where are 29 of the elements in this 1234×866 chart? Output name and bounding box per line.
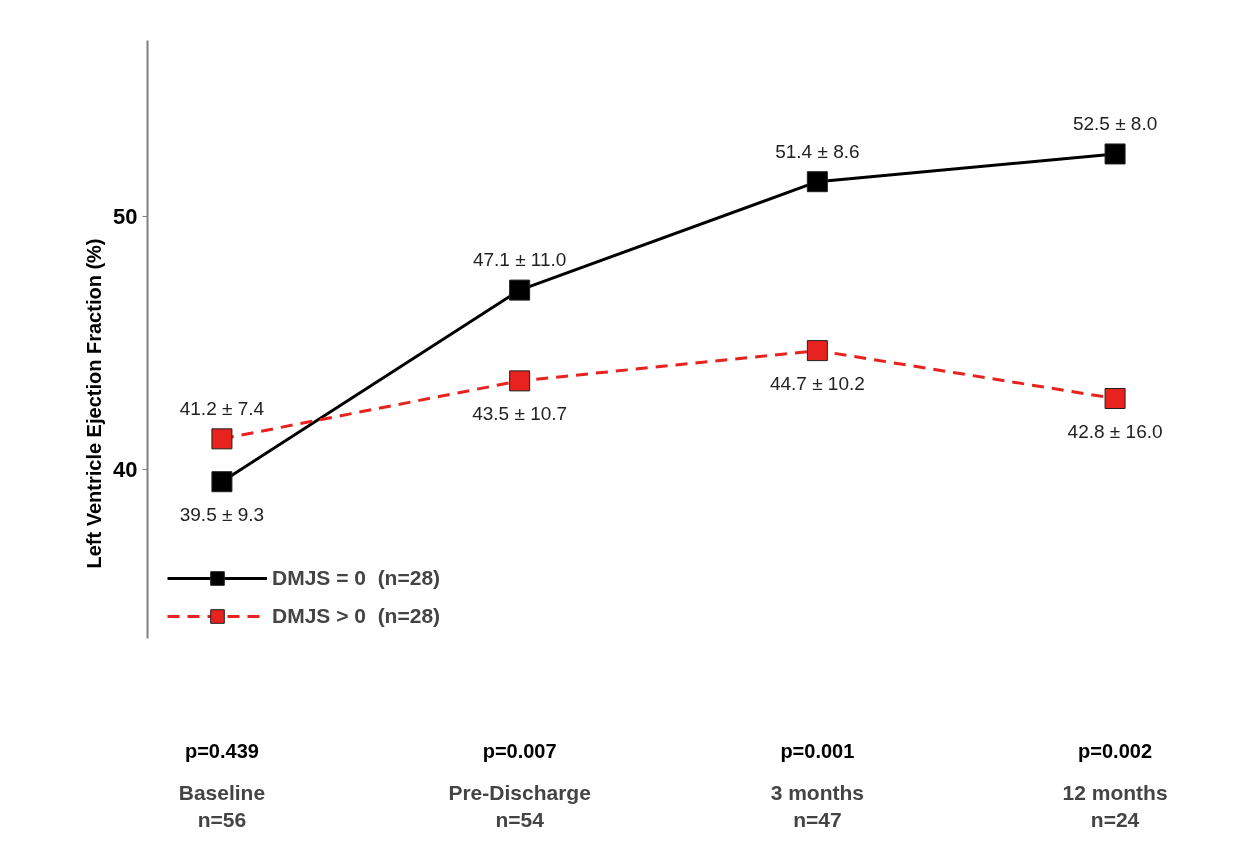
point bbox=[806, 340, 828, 362]
x-tick-label: Pre-Discharge n=54 bbox=[448, 780, 591, 832]
legend-label: DMJS > 0 (n=28) bbox=[272, 604, 441, 628]
x-tick-label: Baseline n=56 bbox=[178, 780, 266, 832]
point bbox=[806, 171, 828, 193]
data-label: 44.7 ± 10.2 bbox=[769, 372, 865, 394]
legend-label: DMJS = 0 (n=28) bbox=[272, 566, 441, 590]
y-tick-label: 50 bbox=[113, 204, 138, 230]
point bbox=[509, 370, 531, 392]
data-label: 52.5 ± 8.0 bbox=[1072, 112, 1158, 134]
x-tick-label: 3 months n=47 bbox=[770, 780, 865, 832]
data-label: 43.5 ± 10.7 bbox=[472, 402, 568, 424]
data-label: 47.1 ± 11.0 bbox=[472, 249, 567, 271]
text: p=0.439 bbox=[184, 739, 259, 762]
data-label: 42.8 ± 16.0 bbox=[1067, 420, 1163, 442]
point bbox=[1104, 143, 1126, 165]
text: p=0.001 bbox=[780, 739, 855, 762]
data-label: 51.4 ± 8.6 bbox=[775, 140, 860, 162]
x-tick-label: 12 months n=24 bbox=[1062, 780, 1168, 832]
point bbox=[211, 471, 233, 493]
text: p=0.002 bbox=[1078, 739, 1153, 762]
y-axis-title: Left Ventricle Ejection Fraction (%) bbox=[83, 238, 106, 569]
data-label: 41.2 ± 7.4 bbox=[179, 397, 265, 419]
point bbox=[1104, 388, 1126, 410]
y-tick-label: 40 bbox=[113, 456, 138, 482]
point bbox=[509, 279, 531, 301]
text: p=0.007 bbox=[482, 739, 557, 762]
data-label: 39.5 ± 9.3 bbox=[179, 503, 265, 525]
point bbox=[211, 428, 233, 450]
